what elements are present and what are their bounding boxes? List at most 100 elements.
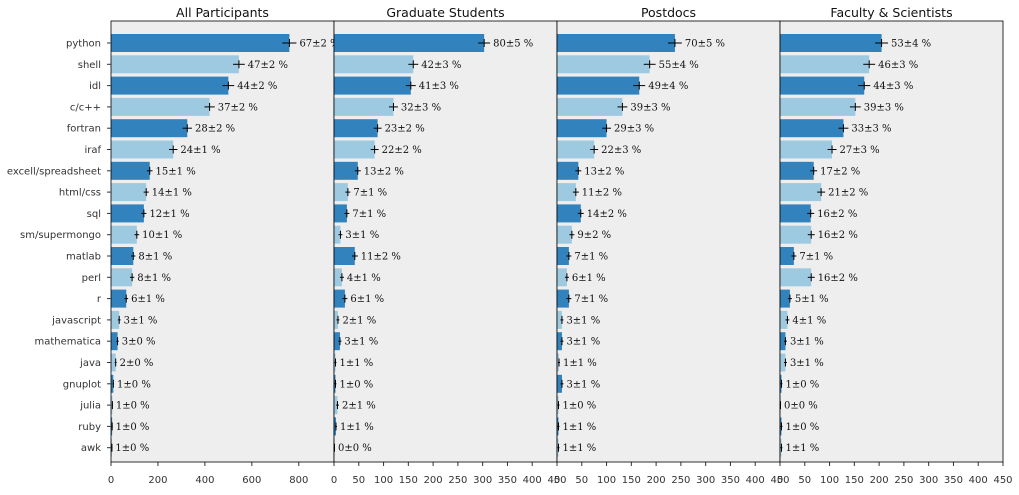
data-label: 2±1 % (342, 401, 376, 412)
data-label: 7±1 % (574, 252, 608, 263)
panel-frame (779, 20, 1004, 463)
bar (111, 76, 229, 95)
data-label: 7±1 % (799, 252, 833, 263)
data-label: 17±2 % (820, 166, 860, 177)
bar (557, 161, 579, 180)
data-label: 13±2 % (584, 166, 624, 177)
x-tick-label: 800 (289, 475, 308, 486)
x-tick-label: 400 (969, 475, 988, 486)
bar (780, 247, 794, 265)
y-tick-label: gnuplot (63, 379, 101, 390)
bar (780, 161, 814, 180)
data-label: 53±4 % (891, 39, 931, 50)
bar (334, 76, 411, 95)
data-label: 16±2 % (818, 230, 858, 241)
data-label: 6±1 % (350, 294, 384, 305)
y-tick-label: excell/spreadsheet (7, 166, 101, 177)
data-label: 7±1 % (574, 294, 608, 305)
y-tick-label: sql (87, 209, 101, 220)
data-label: 1±0 % (116, 401, 150, 412)
bar (780, 225, 812, 244)
data-label: 8±1 % (138, 252, 172, 263)
bar (780, 140, 833, 159)
y-tick-label: matlab (66, 252, 101, 263)
x-tick-label: 50 (575, 475, 588, 486)
y-tick-label: python (66, 39, 101, 50)
x-tick-label: 350 (498, 475, 517, 486)
x-tick-label: 150 (622, 475, 641, 486)
bar (334, 183, 348, 202)
bar (557, 34, 675, 52)
y-tick-label: perl (82, 273, 101, 284)
bar (111, 374, 114, 393)
bar (780, 289, 790, 308)
bar (111, 247, 134, 265)
x-tick-label: 250 (448, 475, 467, 486)
bar (111, 417, 113, 436)
x-tick-label: 450 (547, 475, 566, 486)
bar (780, 183, 822, 202)
bar (111, 140, 174, 159)
data-label: 1±0 % (339, 379, 373, 390)
data-label: 0±0 % (784, 401, 818, 412)
bar (111, 34, 290, 52)
data-label: 10±1 % (142, 230, 182, 241)
bar (334, 119, 378, 138)
data-label: 1±0 % (785, 422, 819, 433)
data-label: 3±1 % (124, 315, 158, 326)
bar (557, 97, 623, 116)
x-tick-label: 400 (746, 475, 765, 486)
data-label: 32±3 % (401, 102, 441, 113)
data-label: 67±2 % (299, 39, 339, 50)
bar (780, 332, 786, 351)
bar (557, 268, 567, 287)
y-tick-label: javascript (51, 315, 101, 326)
x-tick-label: 300 (696, 475, 715, 486)
data-label: 22±2 % (382, 145, 422, 156)
bar (780, 97, 856, 116)
bar (557, 332, 562, 351)
data-label: 2±0 % (120, 358, 154, 369)
data-label: 80±5 % (493, 39, 533, 50)
data-label: 37±2 % (218, 102, 258, 113)
data-label: 28±2 % (195, 124, 235, 135)
bar (111, 183, 147, 202)
bar (111, 119, 188, 138)
bar (780, 76, 865, 95)
x-tick-label: 50 (798, 475, 811, 486)
data-label: 0±0 % (338, 443, 372, 454)
data-label: 1±1 % (785, 443, 819, 454)
data-label: 47±2 % (248, 60, 288, 71)
data-label: 4±1 % (792, 315, 826, 326)
x-tick-label: 50 (352, 475, 365, 486)
bar (111, 204, 144, 223)
data-label: 33±3 % (851, 124, 891, 135)
x-tick-label: 200 (647, 475, 666, 486)
bar (111, 97, 210, 116)
bar (334, 97, 394, 116)
y-tick-label: mathematica (35, 337, 101, 348)
bar (334, 247, 355, 265)
data-label: 4±1 % (347, 273, 381, 284)
x-tick-label: 200 (424, 475, 443, 486)
data-label: 15±1 % (156, 166, 196, 177)
bar (780, 34, 882, 52)
y-tick-label: awk (81, 443, 101, 454)
data-label: 7±1 % (353, 188, 387, 199)
bar (334, 310, 338, 329)
bar (111, 225, 137, 244)
x-tick-label: 450 (770, 475, 789, 486)
bar (557, 374, 562, 393)
panel-title: All Participants (176, 5, 269, 20)
x-tick-label: 600 (242, 475, 261, 486)
data-label: 3±1 % (566, 315, 600, 326)
data-label: 3±1 % (566, 379, 600, 390)
data-label: 39±3 % (630, 102, 670, 113)
data-label: 1±0 % (785, 379, 819, 390)
x-tick-label: 150 (399, 475, 418, 486)
x-tick-label: 250 (671, 475, 690, 486)
y-axis: python shell idl c/c++ fortran iraf excell/spr… (7, 39, 111, 454)
bar (334, 161, 358, 180)
data-label: 70±5 % (685, 39, 725, 50)
